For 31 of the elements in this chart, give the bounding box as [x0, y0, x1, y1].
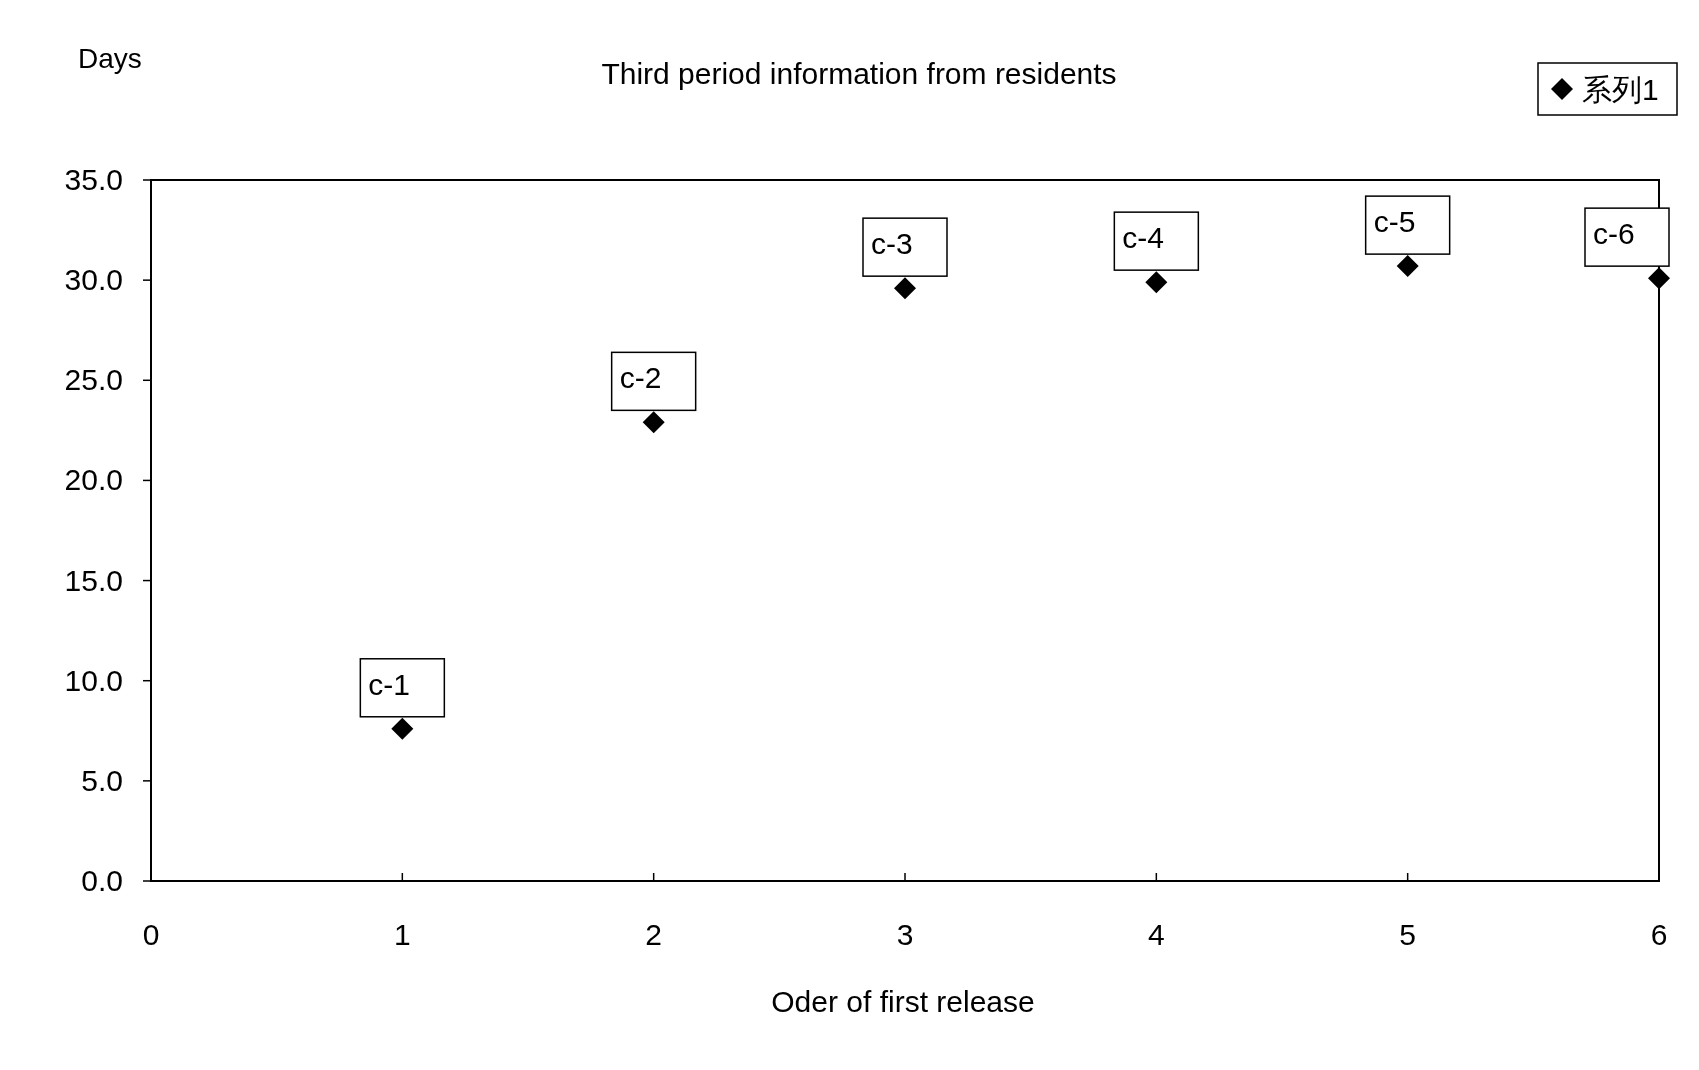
- annotation: c-3: [871, 227, 913, 261]
- point: [1145, 271, 1168, 294]
- x-tick-label: 1: [393, 918, 411, 951]
- x-tick-label: 5: [1399, 918, 1417, 951]
- annotation: c-4: [1122, 221, 1165, 255]
- y-tick-label: 10.0: [64, 663, 123, 697]
- annotation: c-6: [1593, 217, 1635, 251]
- y-tick-label: 35.0: [64, 163, 123, 196]
- x-axis-title: Oder of first release: [771, 985, 1035, 1018]
- point: [1648, 267, 1670, 290]
- x-tick-label: 6: [1650, 918, 1668, 951]
- annotation: c-5: [1373, 205, 1416, 239]
- y-tick-label: 30.0: [64, 263, 123, 297]
- y-axis-title: Days: [78, 43, 142, 74]
- x-tick-label: 3: [896, 918, 914, 951]
- point: [894, 277, 916, 300]
- x-tick-label: 2: [645, 918, 663, 951]
- annotation: c-1: [368, 667, 411, 701]
- y-tick-label: 15.0: [64, 563, 123, 597]
- point: [642, 411, 665, 434]
- annotation: c-2: [619, 361, 662, 395]
- y-tick-label: 5.0: [81, 763, 123, 797]
- x-tick-label: 0: [142, 918, 160, 951]
- x-tick-label: 4: [1147, 918, 1165, 951]
- y-tick-label: 25.0: [64, 363, 123, 397]
- y-tick-label: 20.0: [64, 463, 123, 497]
- chart-title: Third period information from residents: [601, 57, 1117, 90]
- point: [1396, 255, 1419, 278]
- legend-label: 系列1: [1582, 73, 1659, 106]
- point: [391, 717, 414, 740]
- y-tick-label: 0.0: [81, 864, 123, 897]
